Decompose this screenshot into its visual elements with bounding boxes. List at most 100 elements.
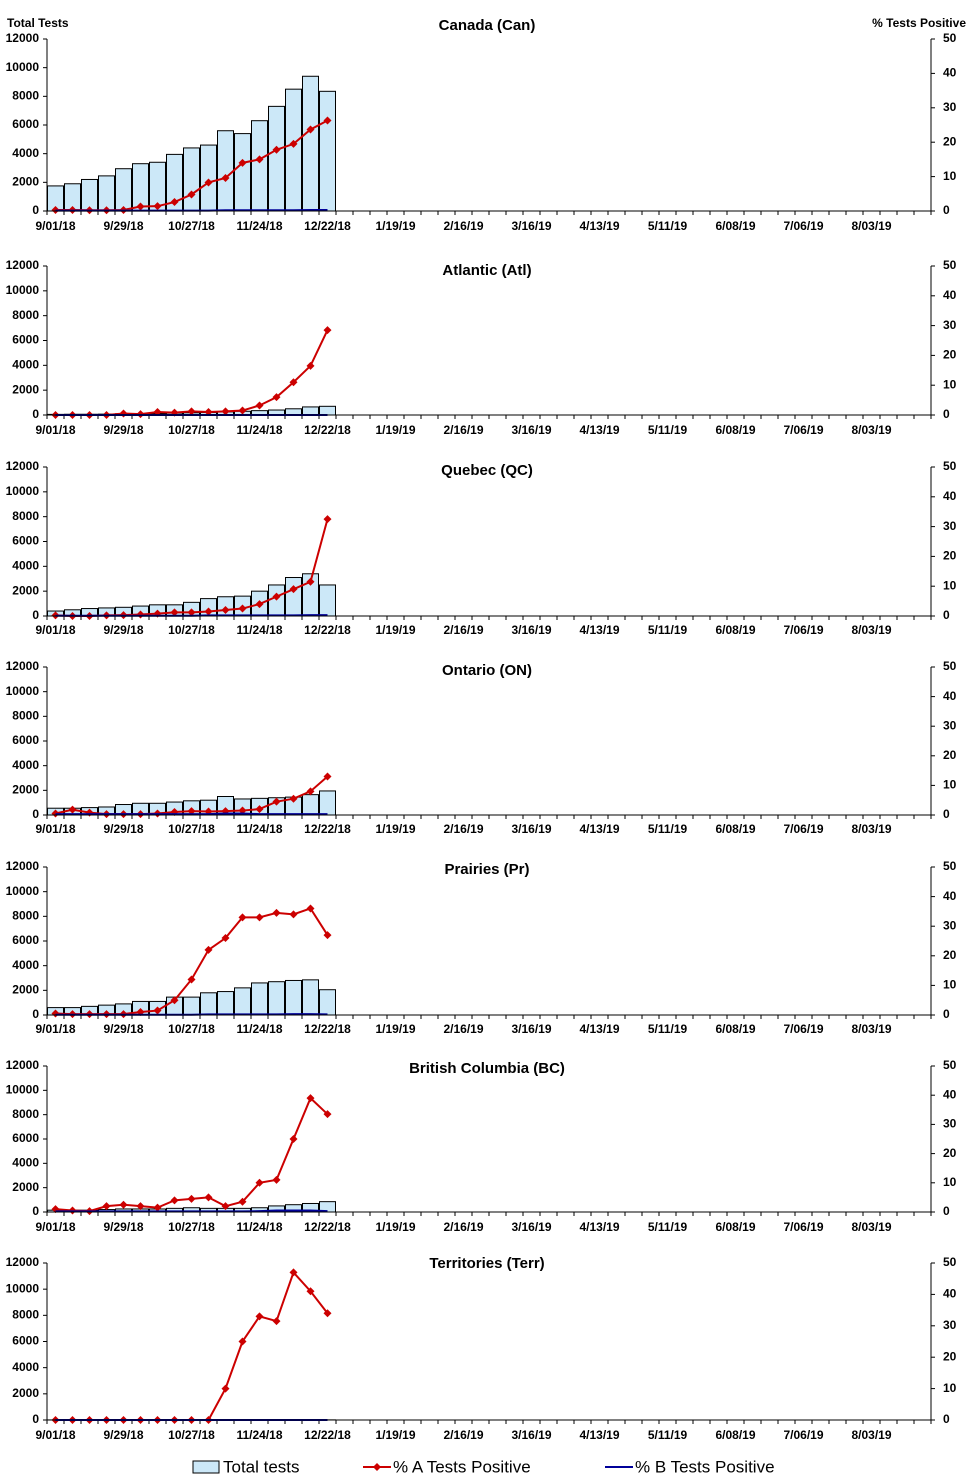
x-tick-label: 4/13/19: [579, 623, 619, 637]
legend-swatch: [192, 1460, 220, 1474]
point-marker: [306, 577, 315, 586]
y2-tick-label: 10: [943, 1175, 957, 1189]
x-tick-label: 8/03/19: [851, 1428, 891, 1442]
y2-tick-label: 20: [943, 948, 957, 962]
x-tick-label: 8/03/19: [851, 1220, 891, 1234]
x-tick-label: 9/29/18: [103, 1220, 143, 1234]
y2-tick-label: 20: [943, 748, 957, 762]
y-tick-label: 4000: [12, 358, 39, 372]
x-tick-label: 2/16/19: [443, 219, 483, 233]
bar: [217, 130, 234, 212]
y-tick-label: 12000: [6, 31, 40, 45]
y2-tick-label: 10: [943, 377, 957, 391]
bar: [319, 989, 336, 1016]
point-marker: [136, 202, 145, 211]
x-tick-label: 9/01/18: [35, 1022, 75, 1036]
x-tick-label: 6/08/19: [715, 423, 755, 437]
point-marker: [272, 908, 281, 917]
x-tick-label: 12/22/18: [304, 219, 351, 233]
y2-tick-label: 20: [943, 348, 957, 362]
bar: [285, 88, 302, 212]
bar: [81, 178, 98, 212]
y2-tick-label: 50: [943, 1058, 957, 1072]
point-marker: [221, 1384, 230, 1393]
point-marker: [204, 945, 213, 954]
point-marker: [153, 1006, 162, 1015]
x-tick-label: 4/13/19: [579, 219, 619, 233]
point-marker: [323, 515, 332, 524]
series-line: [55, 1096, 329, 1213]
series-line: [55, 1270, 329, 1421]
x-tick-label: 9/29/18: [103, 423, 143, 437]
x-tick-label: 8/03/19: [851, 623, 891, 637]
x-tick-label: 1/19/19: [375, 423, 415, 437]
y2-tick-label: 10: [943, 578, 957, 592]
point-marker: [119, 409, 128, 418]
bar: [200, 144, 217, 212]
y-tick-label: 10000: [6, 1281, 40, 1295]
x-tick-label: 6/08/19: [715, 623, 755, 637]
y-tick-label: 12000: [6, 859, 40, 873]
point-marker: [204, 607, 213, 616]
y2-axis-label: % Tests Positive: [872, 16, 966, 30]
chart-title: Atlantic (Atl): [442, 262, 531, 279]
point-marker: [102, 1202, 111, 1211]
x-tick-label: 3/16/19: [511, 219, 551, 233]
chart-title: British Columbia (BC): [409, 1060, 565, 1077]
point-marker: [306, 361, 315, 370]
y-tick-label: 10000: [6, 1083, 40, 1097]
y2-tick-label: 40: [943, 66, 957, 80]
point-marker: [323, 1309, 332, 1318]
y2-tick-label: 10: [943, 778, 957, 792]
y-tick-label: 0: [32, 1204, 39, 1218]
x-tick-label: 6/08/19: [715, 822, 755, 836]
point-marker: [136, 1202, 145, 1211]
x-tick-label: 6/08/19: [715, 1220, 755, 1234]
point-marker: [170, 198, 179, 207]
y-tick-label: 0: [32, 1412, 39, 1426]
point-marker: [289, 378, 298, 387]
bar: [319, 90, 336, 212]
x-tick-label: 6/08/19: [715, 219, 755, 233]
y-tick-label: 6000: [12, 333, 39, 347]
x-tick-label: 9/01/18: [35, 623, 75, 637]
y-tick-label: 2000: [12, 175, 39, 189]
x-tick-label: 3/16/19: [511, 423, 551, 437]
point-marker: [272, 393, 281, 402]
x-tick-label: 3/16/19: [511, 1428, 551, 1442]
y-tick-label: 4000: [12, 1156, 39, 1170]
point-marker: [255, 1178, 264, 1187]
x-tick-label: 2/16/19: [443, 1428, 483, 1442]
y-tick-label: 12000: [6, 1058, 40, 1072]
y2-tick-label: 50: [943, 859, 957, 873]
y-tick-label: 0: [32, 407, 39, 421]
bar: [200, 992, 217, 1016]
y2-tick-label: 50: [943, 459, 957, 473]
y-tick-label: 6000: [12, 1334, 39, 1348]
x-tick-label: 6/08/19: [715, 1428, 755, 1442]
y-tick-label: 8000: [12, 1107, 39, 1121]
point-marker: [153, 202, 162, 211]
x-tick-label: 2/16/19: [443, 822, 483, 836]
series-line: [55, 1209, 328, 1213]
x-tick-label: 3/16/19: [511, 1220, 551, 1234]
y2-tick-label: 0: [943, 1007, 950, 1021]
y2-tick-label: 40: [943, 1087, 957, 1101]
point-marker: [306, 125, 315, 134]
x-tick-label: 8/03/19: [851, 822, 891, 836]
point-marker: [119, 1200, 128, 1209]
x-tick-label: 2/16/19: [443, 1022, 483, 1036]
point-marker: [68, 805, 77, 814]
point-marker: [306, 904, 315, 913]
bar: [234, 133, 251, 212]
y-tick-label: 2000: [12, 983, 39, 997]
y2-tick-label: 0: [943, 608, 950, 622]
y2-tick-label: 30: [943, 519, 957, 533]
point-marker: [187, 190, 196, 199]
point-marker: [170, 996, 179, 1005]
point-marker: [170, 608, 179, 617]
point-marker: [272, 1175, 281, 1184]
x-tick-label: 5/11/19: [648, 423, 688, 437]
point-marker: [323, 326, 332, 335]
